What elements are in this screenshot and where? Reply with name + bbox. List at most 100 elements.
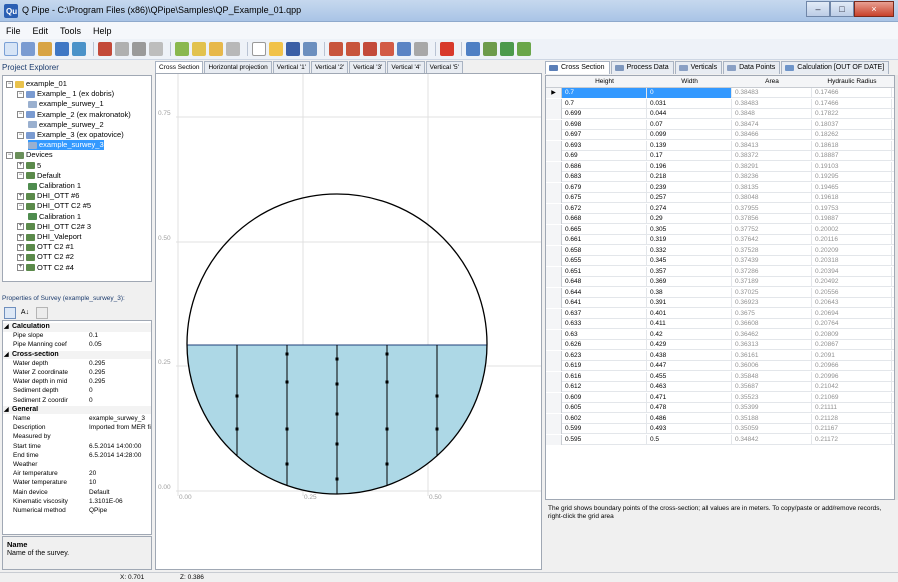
table-cell[interactable]: 0.36006: [732, 361, 812, 371]
tree-expander-icon[interactable]: +: [17, 253, 24, 261]
table-cell[interactable]: 0.675: [562, 193, 647, 203]
table-cell[interactable]: 0.21172: [812, 434, 892, 445]
table-cell[interactable]: 0.672: [562, 203, 647, 214]
row-header[interactable]: [546, 350, 562, 361]
table-icon[interactable]: [397, 42, 411, 56]
view-tab[interactable]: Cross Section: [155, 61, 204, 73]
move-tool-icon[interactable]: [132, 42, 146, 56]
table-export-icon[interactable]: [500, 42, 514, 56]
measurement-point[interactable]: [435, 394, 439, 398]
tree-item[interactable]: − Example_2 (ex makronatok): [17, 110, 131, 120]
tree-item[interactable]: + OTT C2 #1: [17, 242, 74, 252]
row-header[interactable]: [546, 161, 562, 172]
row-header[interactable]: [546, 308, 562, 319]
table-cell[interactable]: 0.609: [562, 392, 647, 403]
table-row[interactable]: 0.658 0.332 0.37528 0.20209: [546, 245, 894, 256]
table-row[interactable]: ▶ 0.7 0 0.38483 0.17466: [546, 88, 894, 98]
column-header[interactable]: Height: [595, 78, 614, 85]
row-header[interactable]: [546, 392, 562, 403]
table-cell[interactable]: 0.648: [562, 277, 647, 287]
table-row[interactable]: 0.619 0.447 0.36006 0.20966: [546, 361, 894, 371]
table-row[interactable]: 0.633 0.411 0.36608 0.20764: [546, 319, 894, 329]
zoom-extent-icon[interactable]: [98, 42, 112, 56]
measurement-point[interactable]: [435, 427, 439, 431]
property-row[interactable]: End time 6.5.2014 14:28:00: [3, 452, 151, 461]
property-value[interactable]: 20: [89, 470, 97, 478]
close-button[interactable]: ×: [854, 1, 894, 17]
table-cell[interactable]: 0.18887: [812, 151, 892, 161]
row-header[interactable]: [546, 371, 562, 382]
property-row[interactable]: Weather: [3, 461, 151, 470]
row-header[interactable]: [546, 403, 562, 413]
table-cell[interactable]: 0.641: [562, 298, 647, 308]
table-cell[interactable]: 0.196: [647, 161, 732, 172]
data-tab[interactable]: Cross Section: [545, 61, 610, 74]
vertical-add-icon[interactable]: [329, 42, 343, 56]
measurement-point[interactable]: [285, 380, 289, 384]
table-row[interactable]: 0.612 0.463 0.35687 0.21042: [546, 382, 894, 392]
table-cell[interactable]: 0.274: [647, 203, 732, 214]
table-cell[interactable]: 0.686: [562, 161, 647, 172]
table-cell[interactable]: 0.605: [562, 403, 647, 413]
table-cell[interactable]: 0.619: [562, 361, 647, 371]
table-cell[interactable]: 0.38483: [732, 98, 812, 109]
tree-expander-icon[interactable]: +: [17, 243, 24, 251]
table-cell[interactable]: 0.239: [647, 182, 732, 193]
column-header[interactable]: Area: [765, 78, 779, 85]
table-cell[interactable]: 0.099: [647, 130, 732, 140]
table-cell[interactable]: 0.20116: [812, 235, 892, 245]
table-cell[interactable]: 0.37642: [732, 235, 812, 245]
row-header[interactable]: [546, 256, 562, 266]
measurement-point[interactable]: [335, 442, 339, 446]
property-value[interactable]: 0.295: [89, 369, 106, 376]
tree-expander-icon[interactable]: −: [17, 131, 24, 139]
new-file-icon[interactable]: [252, 42, 266, 56]
property-category[interactable]: ◢ Cross-section: [3, 350, 151, 360]
table-cell[interactable]: 0.19618: [812, 193, 892, 203]
row-header[interactable]: [546, 382, 562, 392]
maximize-button[interactable]: □: [830, 1, 854, 17]
measurement-point[interactable]: [285, 462, 289, 466]
table-cell[interactable]: 0.139: [647, 140, 732, 151]
property-row[interactable]: Water Z coordinate 0.295: [3, 369, 151, 378]
table-cell[interactable]: 0.031: [647, 98, 732, 109]
table-row[interactable]: 0.641 0.391 0.36923 0.20643: [546, 298, 894, 308]
collapse-arrow-icon[interactable]: ◢: [4, 324, 9, 330]
table-cell[interactable]: 0.42: [647, 329, 732, 340]
row-header[interactable]: [546, 287, 562, 298]
check-icon-3[interactable]: [209, 42, 223, 56]
property-row[interactable]: Air temperature 20: [3, 470, 151, 479]
check-icon-2[interactable]: [192, 42, 206, 56]
table-row[interactable]: 0.675 0.257 0.38048 0.19618: [546, 193, 894, 203]
measurement-point[interactable]: [285, 427, 289, 431]
table-cell[interactable]: 0.35188: [732, 413, 812, 424]
select-tool-icon[interactable]: [4, 42, 18, 56]
table-cell[interactable]: 0.20318: [812, 256, 892, 266]
table-cell[interactable]: 0.36462: [732, 329, 812, 340]
chart-edit-icon[interactable]: [483, 42, 497, 56]
tree-item[interactable]: + DHI_Valeport: [17, 232, 81, 242]
table-cell[interactable]: 0.38413: [732, 140, 812, 151]
properties-grid[interactable]: ◢ Calculation Pipe slope 0.1 Pipe Manning co…: [2, 320, 152, 535]
row-header[interactable]: [546, 361, 562, 371]
table-cell[interactable]: 0.20809: [812, 329, 892, 340]
table-row[interactable]: 0.602 0.486 0.35188 0.21128: [546, 413, 894, 424]
table-row[interactable]: 0.637 0.401 0.3675 0.20694: [546, 308, 894, 319]
table-cell[interactable]: 0.411: [647, 319, 732, 329]
report-icon[interactable]: [414, 42, 428, 56]
table-row[interactable]: 0.686 0.196 0.38291 0.19103: [546, 161, 894, 172]
table-cell[interactable]: 0.19753: [812, 203, 892, 214]
table-cell[interactable]: 0.38: [647, 287, 732, 298]
table-row[interactable]: 0.699 0.044 0.3848 0.17822: [546, 109, 894, 119]
property-value[interactable]: 0.1: [89, 332, 99, 340]
table-cell[interactable]: 0.7: [562, 88, 647, 98]
tree-expander-icon[interactable]: +: [17, 162, 24, 170]
table-cell[interactable]: 0.693: [562, 140, 647, 151]
property-value[interactable]: 0.295: [89, 359, 106, 367]
tree-item[interactable]: Calibration 1: [28, 212, 81, 222]
table-cell[interactable]: 0.651: [562, 266, 647, 277]
table-cell[interactable]: 0.319: [647, 235, 732, 245]
table-cell[interactable]: 0.20764: [812, 319, 892, 329]
open-folder-icon[interactable]: [269, 42, 283, 56]
pan-tool-icon[interactable]: [21, 42, 35, 56]
